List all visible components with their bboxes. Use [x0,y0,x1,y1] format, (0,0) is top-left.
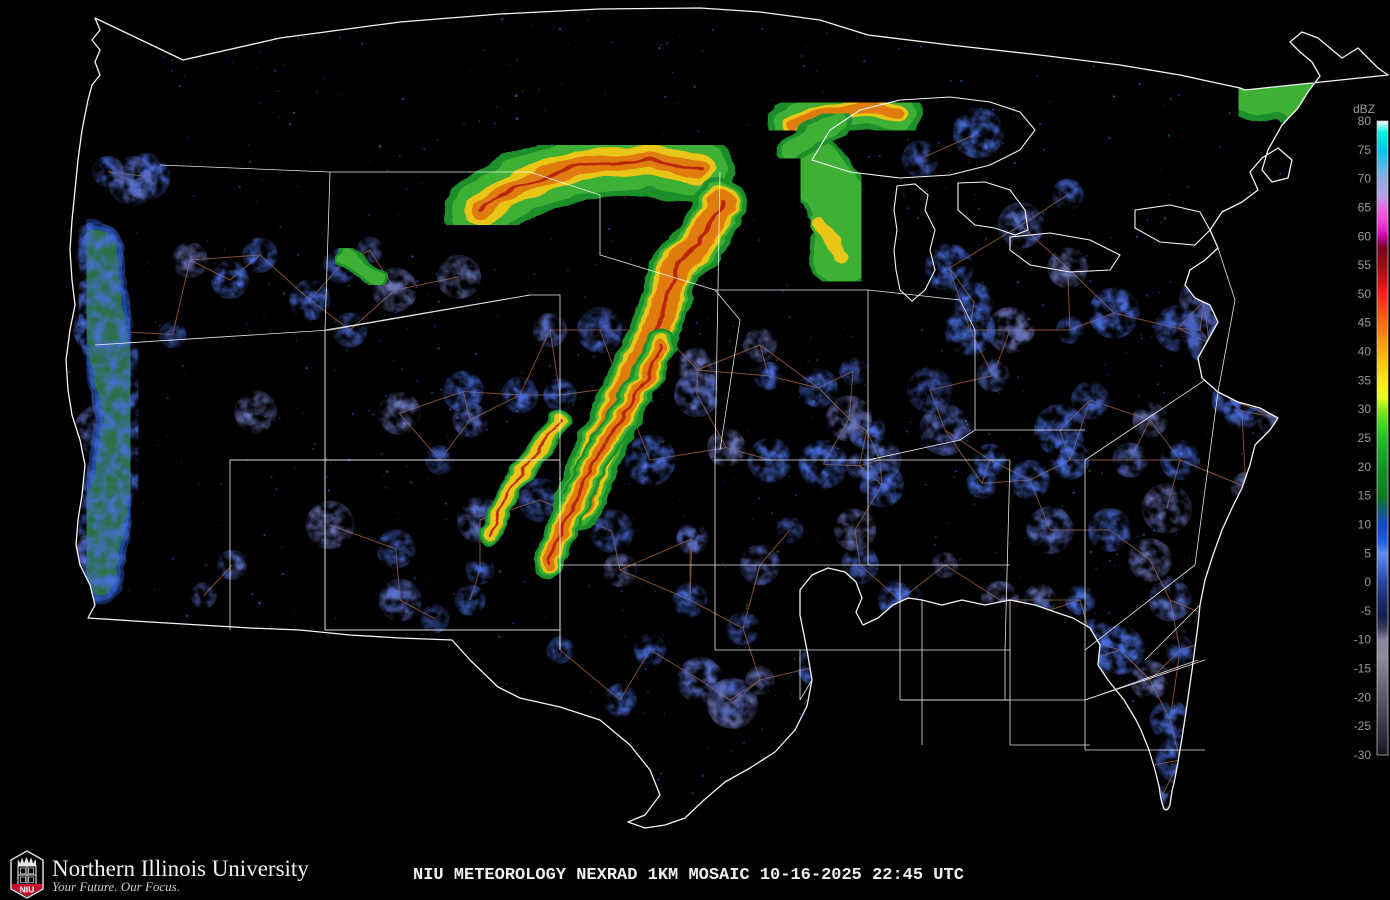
svg-text:50: 50 [1358,287,1372,301]
svg-text:65: 65 [1358,201,1372,215]
svg-text:Northern Illinois University: Northern Illinois University [52,856,309,881]
svg-text:80: 80 [1358,114,1372,128]
svg-text:NIU: NIU [20,885,35,895]
svg-text:35: 35 [1358,373,1372,387]
svg-text:-25: -25 [1354,719,1372,733]
svg-text:5: 5 [1364,546,1371,560]
svg-text:10: 10 [1358,518,1372,532]
svg-text:70: 70 [1358,172,1372,186]
svg-text:30: 30 [1358,402,1372,416]
svg-text:-5: -5 [1360,604,1371,618]
svg-text:Your Future. Our Focus.: Your Future. Our Focus. [52,879,180,894]
svg-text:-15: -15 [1354,662,1372,676]
svg-text:20: 20 [1358,460,1372,474]
svg-text:dBZ: dBZ [1353,102,1375,116]
svg-text:-30: -30 [1354,748,1372,762]
svg-text:-10: -10 [1354,633,1372,647]
svg-text:0: 0 [1364,575,1371,589]
svg-text:NIU METEOROLOGY NEXRAD 1KM MOS: NIU METEOROLOGY NEXRAD 1KM MOSAIC 10-16-… [413,866,964,885]
svg-text:45: 45 [1358,316,1372,330]
svg-text:-20: -20 [1354,690,1372,704]
svg-text:75: 75 [1358,143,1372,157]
svg-text:55: 55 [1358,258,1372,272]
svg-text:15: 15 [1358,489,1372,503]
svg-text:25: 25 [1358,431,1372,445]
svg-text:60: 60 [1358,229,1372,243]
svg-text:40: 40 [1358,345,1372,359]
